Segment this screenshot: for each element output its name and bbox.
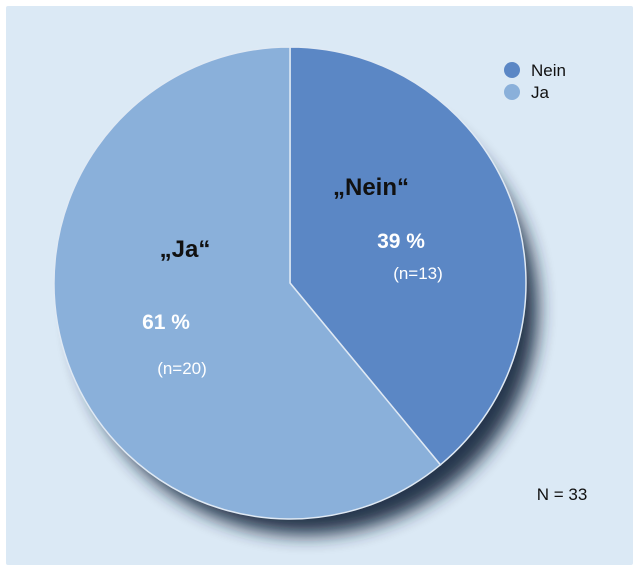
slice-percent-label-ja: 61 %	[142, 311, 190, 334]
slice-count-label-ja: (n=20)	[157, 359, 207, 378]
legend-label-ja: Ja	[531, 83, 550, 102]
pie-slice-ja	[53, 46, 442, 520]
pie-slice-nein	[289, 46, 527, 466]
legend: Nein Ja	[504, 61, 566, 102]
legend-swatch-nein	[504, 62, 520, 78]
legend-label-nein: Nein	[531, 61, 566, 80]
slice-name-label-ja: „Ja“	[160, 236, 211, 263]
legend-swatch-ja	[504, 84, 520, 100]
pie-slices	[53, 46, 527, 520]
slice-percent-label-nein: 39 %	[377, 230, 425, 253]
slice-name-label-nein: „Nein“	[333, 174, 409, 201]
slice-count-label-nein: (n=13)	[393, 264, 443, 283]
slice-labels: „Nein“ 39 % (n=13) „Ja“ 61 % (n=20)	[142, 174, 443, 378]
total-count-label: N = 33	[537, 485, 588, 504]
